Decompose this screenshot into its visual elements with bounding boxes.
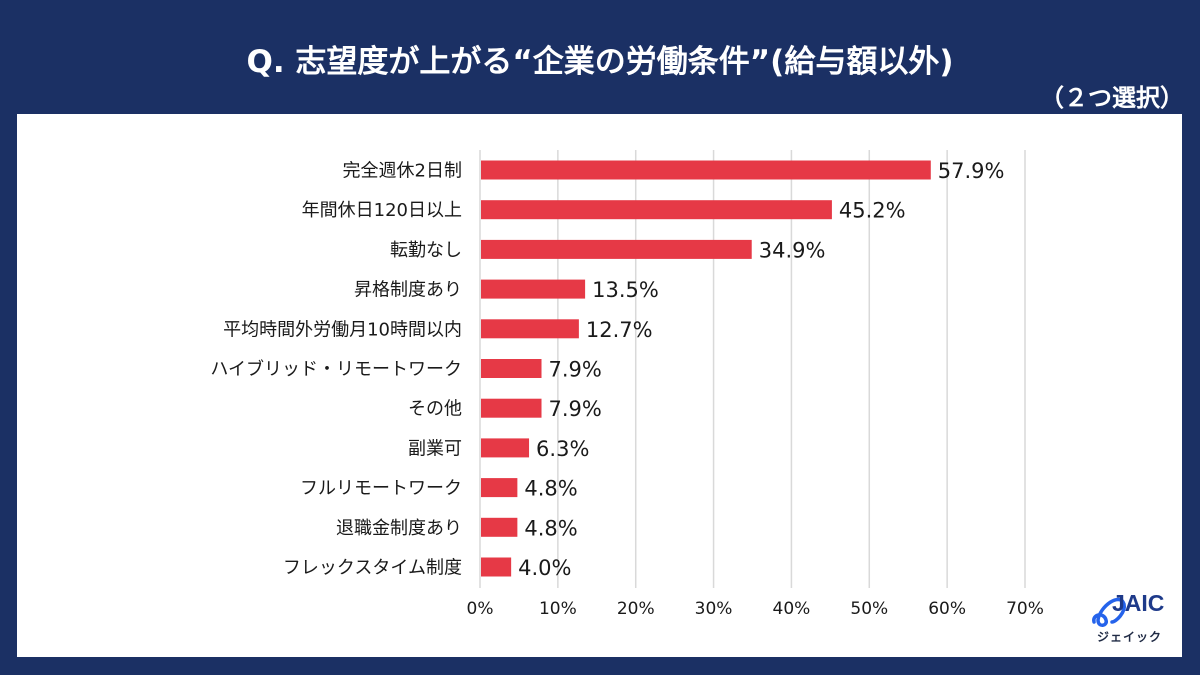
bar [481, 200, 832, 220]
bar [481, 319, 579, 339]
x-tick-label: 50% [850, 599, 888, 619]
category-label: 平均時間外労働月10時間以内 [223, 319, 462, 340]
logo-kana: ジェイック [1097, 630, 1163, 644]
category-label: 完全週休2日制 [343, 161, 462, 182]
x-tick-label: 10% [539, 599, 577, 619]
jaic-logo-icon [1092, 597, 1126, 627]
bar [481, 160, 931, 180]
bar [481, 279, 586, 299]
category-label: 年間休日120日以上 [302, 200, 462, 221]
value-label: 45.2% [839, 199, 906, 223]
value-label: 4.8% [524, 477, 577, 501]
bar [481, 478, 518, 498]
category-label: 退職金制度あり [336, 518, 462, 539]
bar [481, 517, 518, 537]
value-label: 7.9% [549, 358, 602, 382]
chart-subtitle: （２つ選択） [1040, 84, 1184, 112]
bar [481, 239, 752, 259]
gridlines [479, 150, 1026, 588]
category-label: 副業可 [408, 438, 462, 459]
bar [481, 398, 542, 418]
x-tick-label: 60% [928, 599, 966, 619]
category-label: フルリモートワーク [300, 478, 462, 499]
category-label: ハイブリッド・リモートワーク [210, 358, 462, 380]
value-label: 12.7% [586, 318, 653, 342]
value-label: 6.3% [536, 437, 589, 461]
value-label: 13.5% [592, 278, 659, 302]
logo-text: JAIC [1112, 590, 1165, 616]
value-label: 57.9% [938, 159, 1005, 183]
bar [481, 438, 530, 458]
category-label: 昇格制度あり [354, 280, 462, 301]
value-label: 7.9% [549, 397, 602, 421]
x-tick-label: 0% [467, 599, 494, 619]
bar [481, 359, 542, 378]
x-tick-label: 40% [773, 599, 811, 619]
x-tick-label: 30% [695, 599, 733, 619]
value-label: 34.9% [759, 238, 826, 262]
labels: 0% 10% 20% 30% 40% 50% 60% 70% 完全週休2日制 57.9% 年間休日1… [210, 159, 1044, 619]
value-label: 4.8% [524, 516, 577, 540]
chart-title: Q. 志望度が上がる“企業の労働条件”(給与額以外) [246, 44, 954, 80]
bar [481, 557, 512, 577]
category-label: 転勤なし [390, 240, 462, 261]
category-label: その他 [408, 399, 462, 420]
x-tick-label: 20% [617, 599, 655, 619]
bars [481, 160, 931, 577]
value-label: 4.0% [518, 556, 571, 580]
category-label: フレックスタイム制度 [283, 558, 462, 579]
x-tick-label: 70% [1006, 599, 1044, 619]
